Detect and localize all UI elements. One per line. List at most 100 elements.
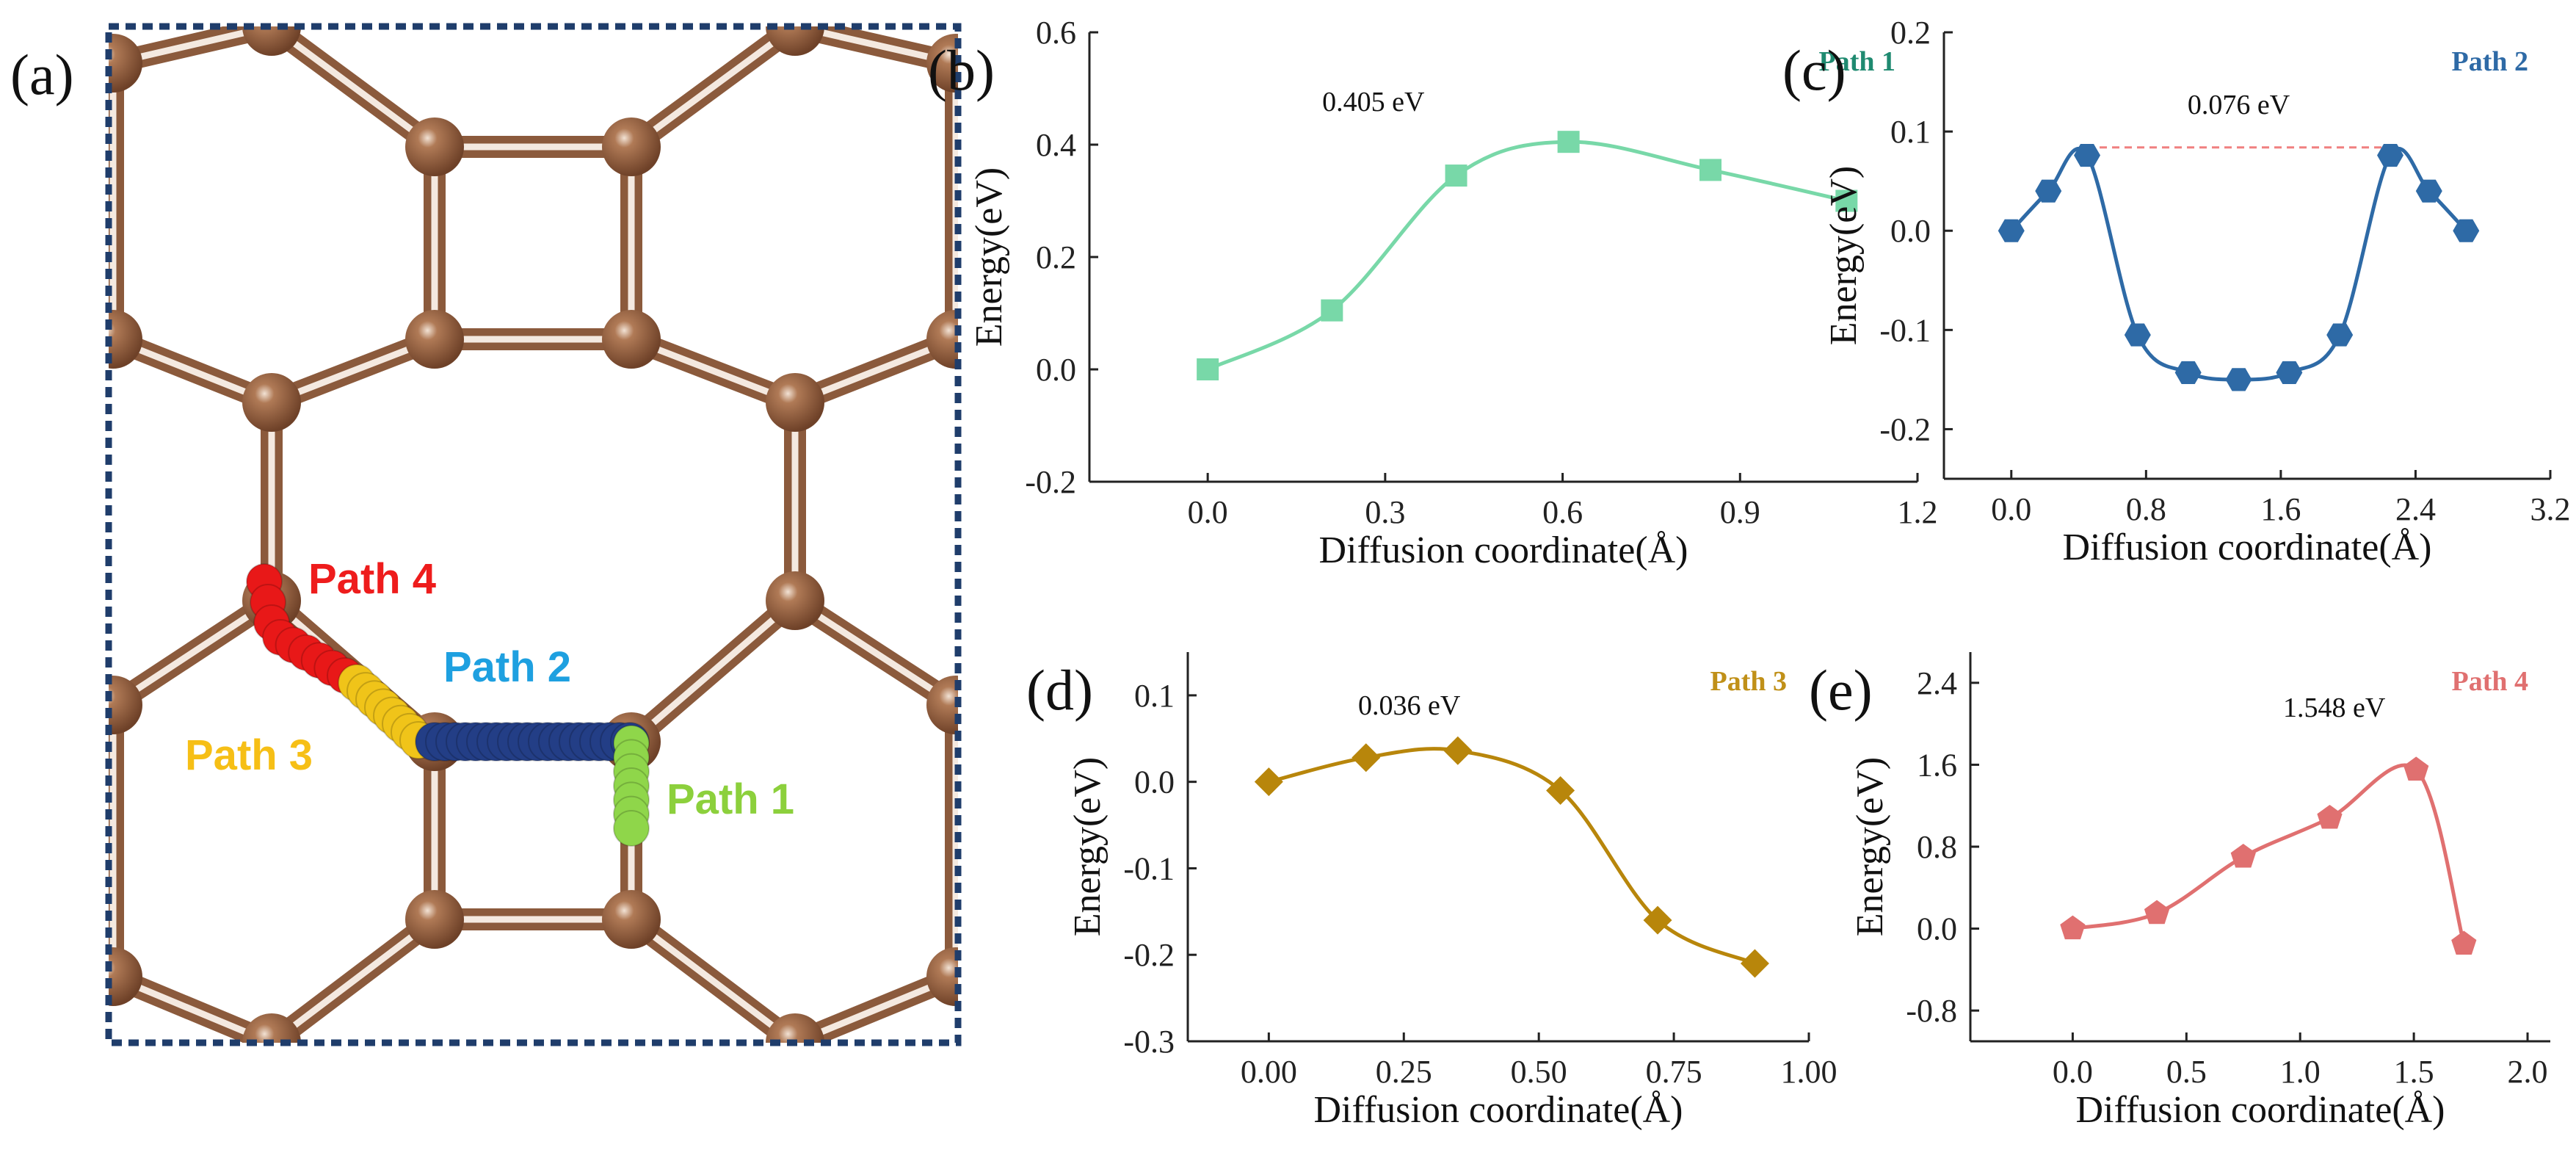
x-tick-label: 1.00 [1781,1054,1837,1090]
x-tick-label: 1.6 [2260,491,2301,527]
carbon-atom [405,117,464,176]
x-tick-label: 1.2 [1898,494,1938,530]
data-point [2035,179,2062,203]
x-tick-label: 2.0 [2508,1054,2548,1090]
data-point [2060,915,2086,940]
y-tick-label: -0.2 [1879,411,1931,447]
series-line [1207,140,1847,372]
data-point [2144,900,2170,925]
y-tick-label: 0.4 [1036,127,1076,163]
x-tick-label: 0.9 [1720,494,1760,530]
carbon-atom [602,117,661,176]
series-line [2009,147,2468,382]
panel-a: (a) Path 4 Path 2 Path 3 Path 1 [10,23,962,1046]
y-axis-label: Energy(eV) [1849,757,1891,937]
data-point [2453,219,2480,242]
y-tick-label: -0.2 [1123,937,1175,973]
carbon-atom [766,26,824,56]
y-axis-label: Energy(eV) [1067,757,1109,937]
x-axis-label: Diffusion coordinate(Å) [1313,1089,1683,1131]
y-tick-label: 2.4 [1917,665,1957,701]
path2-label: Path 2 [443,643,571,691]
data-point [2276,361,2303,385]
carbon-atom [926,34,958,93]
data-point [2415,179,2442,203]
carbon-atom [766,373,824,432]
carbon-atom [602,310,661,369]
panel-label: (d) [1026,658,1093,722]
y-tick-label: -0.1 [1123,850,1175,886]
data-point [2377,143,2404,167]
path3-label: Path 3 [185,731,313,779]
y-axis-label: Energy(eV) [968,167,1010,347]
bond-highlight [628,26,799,151]
y-tick-label: 0.1 [1890,114,1931,150]
x-tick-label: 1.0 [2280,1054,2321,1090]
data-point [2230,843,2256,868]
y-tick-label: 0.0 [1134,764,1175,800]
chart-d: -0.3 -0.2 -0.1 0.0 0.1 0.00 0.25 0.50 0.75 1.00 Di… [1026,652,1837,1131]
x-tick-label: 0.00 [1241,1054,1297,1090]
carbon-atom [109,676,142,734]
y-tick-label: 0.0 [1917,911,1957,947]
carbon-atom [926,947,958,1006]
x-tick-label: 3.2 [2530,491,2571,527]
data-point [1740,949,1769,978]
series-name: Path 1 [1819,46,1896,77]
carbon-atom [109,310,142,369]
data-point [1197,358,1219,380]
data-point [2403,756,2429,781]
bond-highlight [628,597,799,745]
bond-highlight [268,26,438,151]
series-line [1268,747,1756,966]
x-tick-label: 0.75 [1646,1054,1702,1090]
series-name: Path 4 [2452,666,2529,697]
data-point [1699,159,1721,181]
data-point [1835,189,1858,212]
data-point [1443,736,1473,765]
carbon-atom [926,676,958,734]
data-point [1352,743,1381,773]
series-name: Path 3 [1710,666,1788,697]
x-tick-label: 0.6 [1542,494,1583,530]
carbon-lattice [109,26,958,1043]
data-point [2074,143,2101,167]
barrier-annotation: 1.548 eV [2283,692,2386,723]
panel-a-label: (a) [10,43,74,106]
bond-highlight [109,597,275,709]
y-axis-label: Energy(eV) [1823,166,1865,346]
x-tick-label: 0.5 [2166,1054,2207,1090]
x-tick-label: 0.25 [1376,1054,1432,1090]
bond-highlight [268,916,438,1043]
chart-e: -0.8 0.0 0.8 1.6 2.4 0.0 0.5 1.0 1.5 2.0 Diffusion… [1809,652,2550,1131]
panel-label: (b) [928,38,995,102]
y-tick-label: 0.2 [1036,239,1076,275]
carbon-atom [242,26,301,56]
carbon-atom [766,1013,824,1043]
y-tick-label: 0.0 [1036,352,1076,388]
y-tick-label: 1.6 [1917,747,1957,783]
carbon-atom [242,373,301,432]
chart-b: -0.2 0.0 0.2 0.4 0.6 0.0 0.3 0.6 0.9 1.2 Diffusion… [928,15,1938,571]
carbon-atom [405,310,464,369]
data-point [2317,804,2343,829]
panel-label: (c) [1782,38,1846,102]
chart-c: -0.2 -0.1 0.0 0.1 0.2 0.0 0.8 1.6 2.4 3.2 Diffusio… [1782,15,2571,568]
path4-label: Path 4 [308,555,436,603]
y-tick-label: 0.8 [1917,829,1957,865]
x-tick-label: 2.4 [2395,491,2436,527]
path1-label: Path 1 [667,775,794,823]
y-tick-label: 0.0 [1890,213,1931,249]
x-axis-label: Diffusion coordinate(Å) [1318,529,1688,571]
barrier-annotation: 0.036 eV [1358,690,1461,721]
y-tick-label: 0.2 [1890,15,1931,51]
data-point [1557,131,1580,153]
x-tick-label: 0.50 [1511,1054,1567,1090]
data-point [1254,767,1283,797]
series-name: Path 2 [2452,46,2529,77]
x-axis-label: Diffusion coordinate(Å) [2062,527,2431,568]
bond-highlight [791,597,958,709]
y-tick-label: 0.1 [1134,678,1175,714]
carbon-atom [109,947,142,1006]
